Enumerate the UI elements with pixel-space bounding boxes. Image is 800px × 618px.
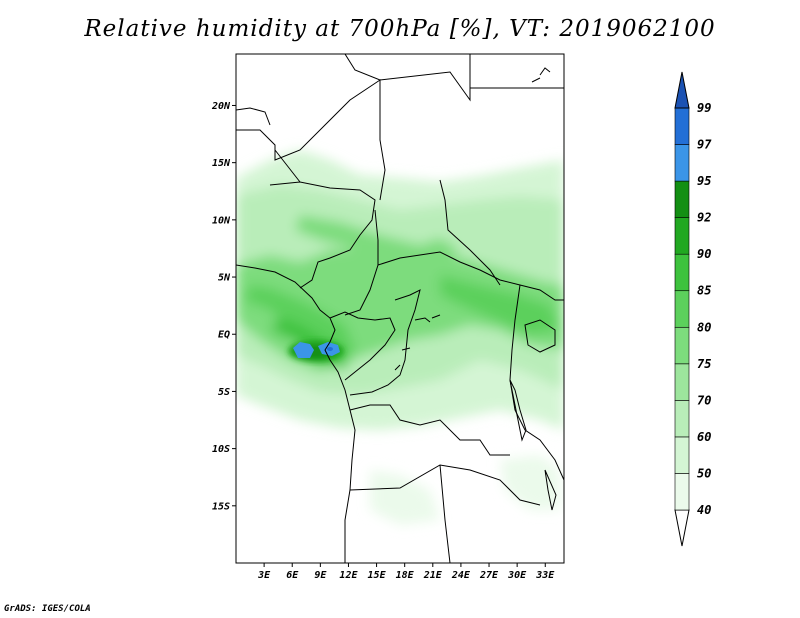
border-nigeria-niger [274,149,301,183]
lat-tick-label: 10S [212,444,230,455]
humidity-area-50-south [370,470,440,525]
colorbar-label: 50 [697,466,711,480]
border-car-drc [377,251,564,301]
colorbar-box [674,144,690,182]
colorbar-label: 95 [697,174,711,188]
lon-tick-label: 27E [479,570,499,581]
river-fragments [394,314,441,371]
colorbar-label: 99 [697,101,711,115]
humidity-area-50-southeast [500,455,560,510]
colorbar-lower-triangle [674,509,690,547]
lon-tick-label: 30E [507,570,527,581]
border-cameroon-car [344,209,379,316]
humidity-area-97-west [293,342,314,358]
lat-tick-label: 20N [211,101,231,112]
lon-tick-label: 12E [339,570,358,581]
lon-tick-label: 3E [257,570,271,581]
lon-tick-label: 21E [423,570,443,581]
colorbar-label: 75 [697,357,711,371]
colorbar-upper-triangle [674,71,690,109]
border-angola-south [349,464,541,506]
lake-tanganyika [509,379,527,442]
colorbar-box [674,473,690,511]
border-sahara-north [236,79,386,201]
lat-tick-label: 10N [212,215,231,226]
border-gabon-congo [329,311,396,381]
colorbar-label: 90 [697,247,711,261]
lat-tick-label: 5N [218,273,231,284]
humidity-area-85-east [440,275,560,335]
lat-tick-label: EQ [218,330,230,341]
lon-tick-label: 24E [451,570,471,581]
colorbar-label: 80 [697,320,711,334]
red-sea-coast [531,67,551,83]
colorbar-box [674,290,690,328]
colorbar-label: 97 [697,138,712,152]
border-west [236,107,271,126]
colorbar-box [674,400,690,438]
lake-victoria [524,319,556,353]
border-chad-sudan [439,179,501,286]
longitude-axis: 3E 6E 9E 12E 15E 18E 21E 24E 27E 30E 33E [257,563,555,581]
lon-tick-label: 18E [396,570,415,581]
colorbar-box [674,217,690,255]
border-nigeria-cameroon [269,181,376,289]
map-title: Relative humidity at 700hPa [%], VT: 201… [84,16,716,42]
lake-malawi [544,469,557,511]
colorbar-box [674,253,690,292]
latitude-axis: 20N 15N 10N 5N EQ 5S 10S 15S [211,101,236,512]
border-drc-angola [349,404,510,456]
lat-tick-label: 5S [218,387,230,398]
border-libya [344,54,471,102]
country-borders [236,54,564,563]
border-east-africa [509,284,564,481]
lon-tick-label: 15E [368,570,387,581]
humidity-area-99 [327,347,333,351]
colorbar-label: 70 [697,393,711,407]
lat-tick-label: 15S [212,501,230,512]
lon-tick-label: 9E [314,570,327,581]
colorbar-box [674,180,690,218]
lon-tick-label: 33E [535,570,555,581]
lon-tick-label: 6E [286,570,299,581]
map-frame [235,53,565,564]
colorbar-label: 60 [697,430,711,444]
colorbar-label: 85 [697,284,711,298]
coastline-west [236,264,356,563]
colorbar-box [674,363,690,401]
border-congo-drc [349,289,421,396]
border-zambia [439,464,451,563]
colorbar-box [674,326,690,365]
colorbar-label: 92 [697,211,711,225]
colorbar-box [674,107,690,145]
colorbar-box [674,436,690,474]
colorbar-label: 40 [697,503,711,517]
colorbar: 40 50 60 70 75 80 85 90 92 95 97 99 [674,71,712,547]
lat-tick-label: 15N [212,158,231,169]
grads-credit: GrADS: IGES/COLA [4,604,91,614]
